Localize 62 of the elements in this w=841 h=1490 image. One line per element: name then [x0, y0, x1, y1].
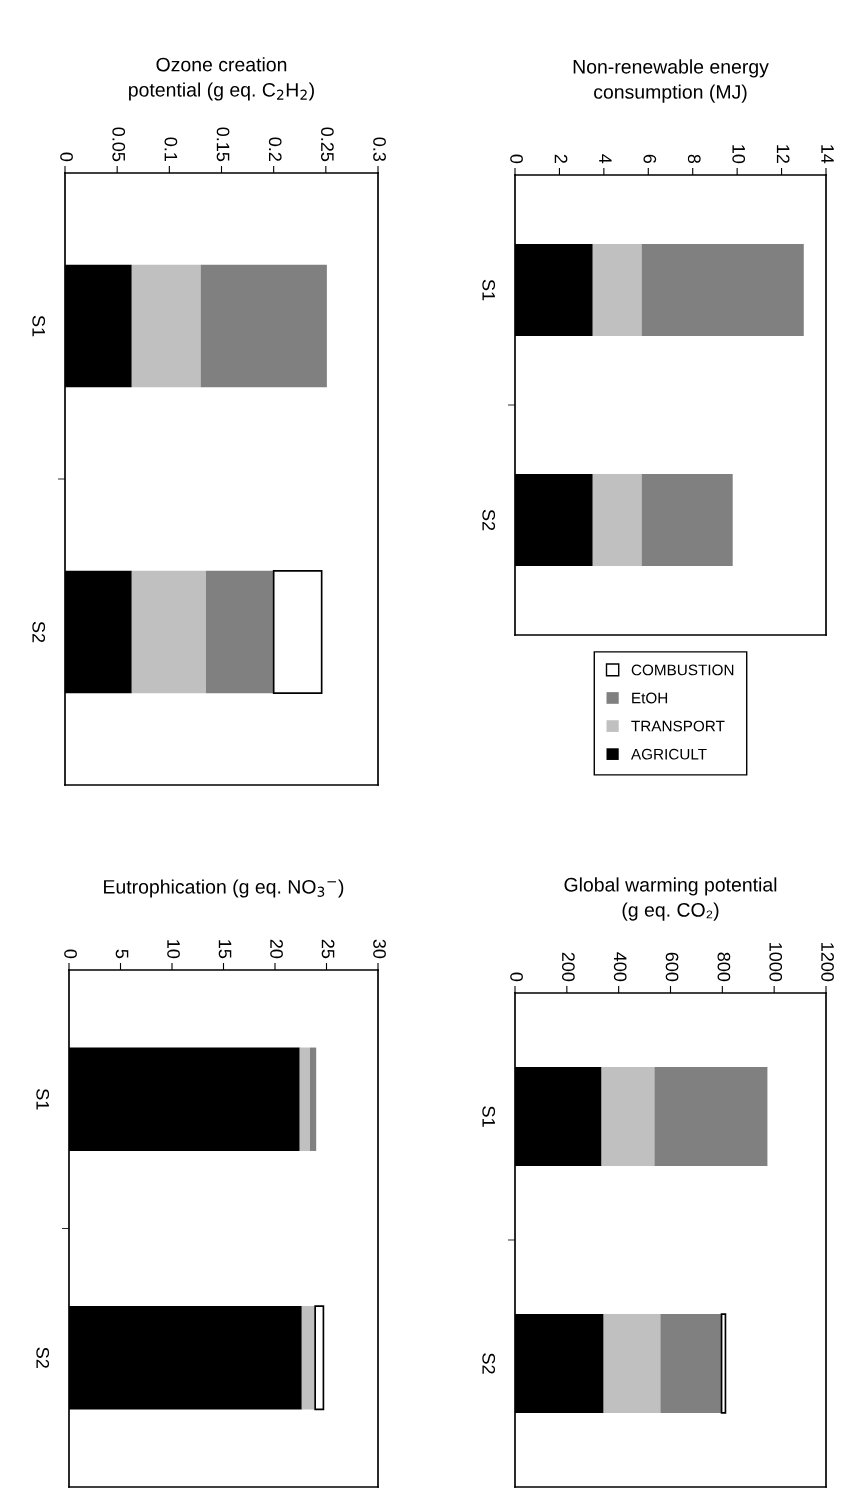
- x-tick-label: 20: [270, 939, 283, 959]
- x-tick-label: 0: [510, 154, 523, 164]
- bar: [592, 474, 642, 566]
- x-tick-label: 200: [561, 952, 575, 982]
- legend-label: TRANSPORT: [631, 720, 725, 732]
- bar: [310, 1047, 317, 1151]
- x-tick-label: 15: [218, 940, 232, 959]
- y-tick-label: S1: [482, 279, 496, 301]
- y-tick-label: S2: [32, 621, 46, 643]
- legend-label: EtOH: [632, 692, 668, 704]
- y-tick-label: S2: [482, 509, 496, 531]
- x-tick-label: 5: [115, 949, 129, 959]
- x-tick-label: 10: [167, 940, 180, 959]
- x-tick-label: 0.1: [164, 137, 178, 162]
- x-tick-label: 1000: [769, 943, 783, 982]
- chart-title: Non-renewable energy consumption (MJ): [573, 59, 769, 103]
- chart-title: Global warming potential (g eq. CO₂): [564, 877, 777, 921]
- chart-title: Ozone creation potential (g eq. C$_{2}$H$_{2}$): [129, 57, 314, 101]
- bar: [131, 570, 206, 694]
- bar: [299, 1047, 311, 1151]
- x-tick-label: 8: [687, 154, 701, 164]
- bar: [314, 1305, 325, 1411]
- bar: [720, 1313, 727, 1414]
- x-tick-label: 4: [599, 154, 612, 164]
- bar: [603, 1314, 661, 1413]
- y-tick-label: S2: [482, 1353, 496, 1374]
- bar: [592, 244, 642, 336]
- bar: [641, 474, 733, 566]
- x-tick-label: 0.25: [320, 127, 334, 162]
- x-tick-label: 0: [64, 949, 77, 959]
- x-tick-label: 14: [821, 145, 834, 164]
- x-tick-label: 800: [717, 952, 731, 982]
- bar: [654, 1067, 768, 1166]
- bar: [200, 264, 327, 388]
- y-tick-label: S1: [32, 315, 46, 337]
- legend-label: AGRICULT: [630, 748, 707, 760]
- x-tick-label: 0.2: [268, 137, 282, 161]
- chart-title: Eutrophication (g eq. NO$_{3}$$^{−}$): [104, 879, 344, 898]
- x-tick-label: 30: [373, 939, 386, 959]
- legend-label: COMBUSTION: [631, 664, 734, 676]
- x-tick-label: 2: [554, 154, 568, 163]
- bar: [272, 569, 323, 695]
- x-tick-label: 0: [510, 972, 523, 982]
- bar: [660, 1314, 722, 1413]
- x-tick-label: 6: [643, 154, 657, 164]
- x-tick-label: 0.3: [373, 137, 386, 162]
- x-tick-label: 0.05: [112, 127, 126, 162]
- y-tick-label: S1: [482, 1106, 496, 1127]
- x-tick-label: 600: [665, 952, 679, 982]
- bar: [641, 244, 804, 336]
- x-tick-label: 1200: [821, 943, 834, 982]
- x-tick-label: 12: [776, 145, 790, 163]
- y-tick-label: S2: [36, 1347, 50, 1368]
- x-tick-label: 25: [321, 939, 335, 959]
- x-tick-label: 0.15: [216, 127, 230, 162]
- bar: [601, 1067, 655, 1166]
- bar: [205, 570, 274, 694]
- x-tick-label: 10: [732, 145, 746, 164]
- y-tick-label: S1: [36, 1089, 50, 1110]
- x-tick-label: 400: [613, 952, 627, 982]
- bar: [131, 264, 201, 388]
- x-tick-label: 0: [60, 152, 73, 162]
